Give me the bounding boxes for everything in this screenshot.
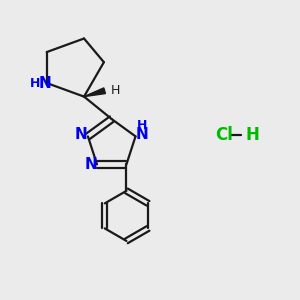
Text: N: N	[39, 76, 52, 91]
Text: N: N	[136, 128, 148, 142]
Text: H: H	[137, 119, 147, 132]
Text: H: H	[30, 76, 41, 89]
Polygon shape	[84, 88, 105, 97]
Text: N: N	[75, 128, 88, 142]
Text: H: H	[246, 126, 260, 144]
Text: H: H	[111, 84, 121, 97]
Text: Cl: Cl	[215, 126, 233, 144]
Text: N: N	[84, 157, 97, 172]
